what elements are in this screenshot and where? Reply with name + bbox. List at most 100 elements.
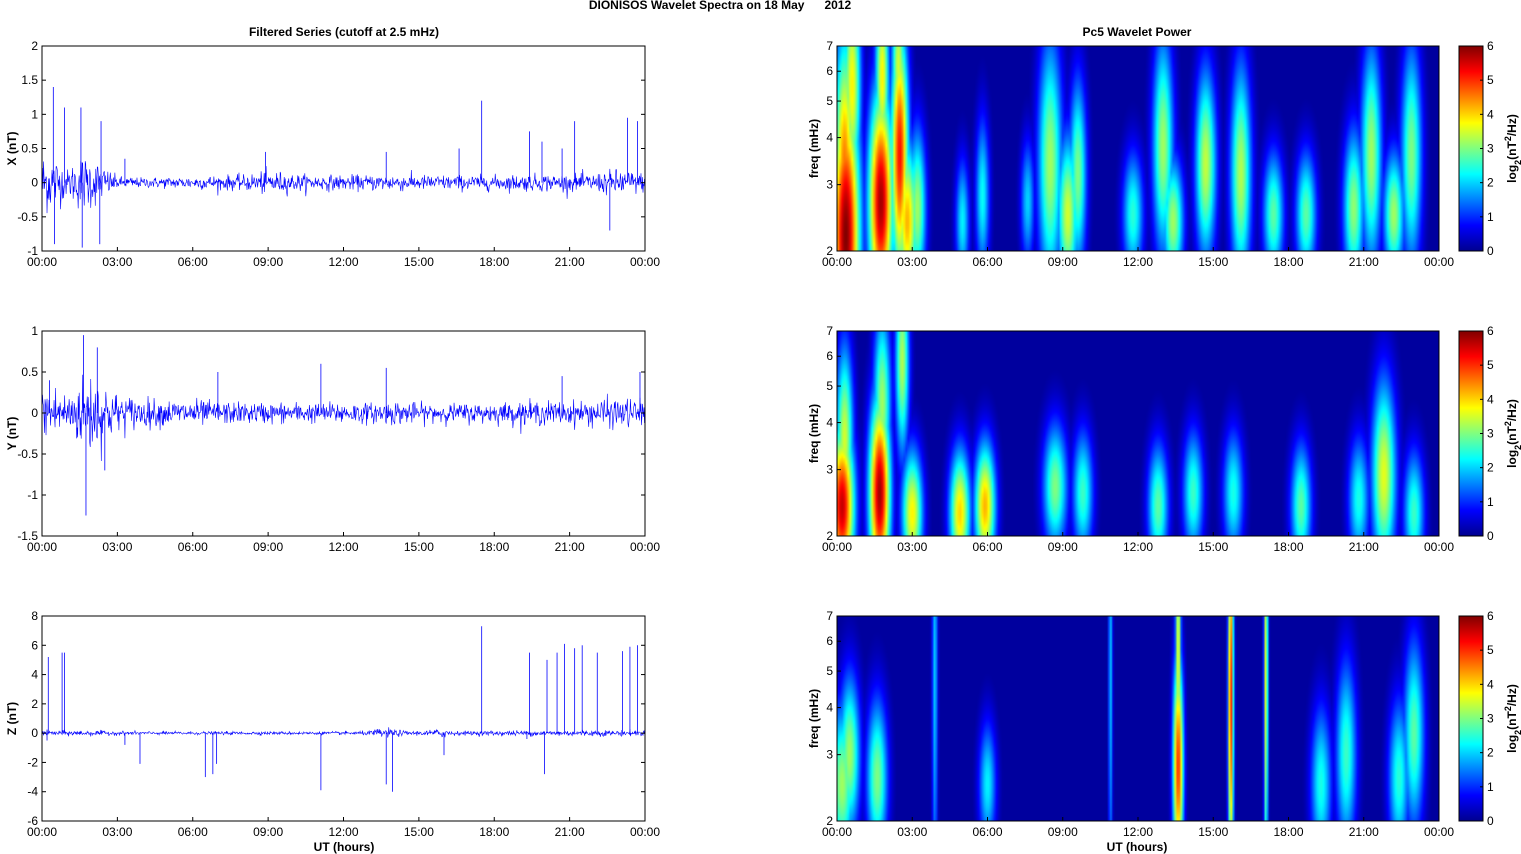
y-axis-label: X (nT) (5, 132, 19, 166)
heat-xtick-label: 03:00 (897, 540, 927, 554)
line-xtick-label: 09:00 (253, 825, 283, 839)
line-xtick-label: 12:00 (328, 255, 358, 269)
line-xtick-label: 12:00 (328, 540, 358, 554)
colorbar-tick-label: 1 (1487, 780, 1494, 794)
ytick-label: 2 (31, 39, 38, 53)
ytick-label: -6 (27, 814, 38, 828)
colorbar-tick-label: 3 (1487, 712, 1494, 726)
line-xtick-label: 18:00 (479, 255, 509, 269)
colorbar-tick-label: 2 (1487, 746, 1494, 760)
heat-xtick-label: 15:00 (1198, 255, 1228, 269)
colorbar-tick-label: 4 (1487, 677, 1494, 691)
heat-xtick-label: 00:00 (1424, 825, 1454, 839)
x-axis-label-right: UT (hours) (1107, 840, 1168, 854)
line-xtick-label: 03:00 (102, 255, 132, 269)
ytick-label: 0 (31, 176, 38, 190)
heat-xtick-label: 06:00 (972, 540, 1002, 554)
plot-area (42, 616, 645, 821)
ytick-label: -1.5 (17, 529, 38, 543)
line-xtick-label: 21:00 (555, 255, 585, 269)
line-xtick-label: 00:00 (630, 825, 660, 839)
line-xtick-label: 12:00 (328, 825, 358, 839)
ytick-label: 7 (826, 609, 833, 623)
line-xtick-label: 18:00 (479, 540, 509, 554)
ytick-label: 4 (826, 416, 833, 430)
time-series-panels: 21.510.50-0.5-100:00 03:00 06:00 09:00 12:00… (5, 39, 660, 839)
line-xtick-label: 09:00 (253, 540, 283, 554)
colorbar (1458, 330, 1484, 537)
heat-xtick-label: 12:00 (1123, 255, 1153, 269)
ytick-label: 6 (826, 64, 833, 78)
line-xtick-label: 09:00 (253, 255, 283, 269)
ytick-label: 1 (31, 324, 38, 338)
line-xtick-label: 00:00 (630, 255, 660, 269)
ytick-label: -0.5 (17, 210, 38, 224)
ytick-label: 0 (31, 406, 38, 420)
ytick-label: 5 (826, 379, 833, 393)
ytick-label: 2 (31, 697, 38, 711)
ytick-label: 5 (826, 94, 833, 108)
line-xtick-label: 06:00 (178, 540, 208, 554)
heat-xtick-label: 06:00 (972, 825, 1002, 839)
line-xtick-label: 15:00 (404, 540, 434, 554)
y-axis-label: freq (mHz) (807, 689, 821, 748)
heat-xtick-label: 12:00 (1123, 825, 1153, 839)
colorbar-tick-label: 6 (1487, 324, 1494, 338)
heat-xtick-label: 09:00 (1048, 540, 1078, 554)
line-panel-x: 21.510.50-0.5-100:00 03:00 06:00 09:00 12:00… (5, 39, 660, 269)
heat-xtick-label: 18:00 (1273, 825, 1303, 839)
ytick-label: 2 (826, 529, 833, 543)
ytick-label: 2 (826, 244, 833, 258)
colorbar-tick-label: 0 (1487, 529, 1494, 543)
colorbar-label: log2(nT2/Hz) (1503, 114, 1521, 183)
ytick-label: 6 (826, 349, 833, 363)
heat-xtick-label: 12:00 (1123, 540, 1153, 554)
series-line-x (41, 160, 646, 214)
line-xtick-label: 00:00 (27, 540, 57, 554)
series-line-y (41, 374, 646, 462)
line-xtick-label: 21:00 (555, 540, 585, 554)
heat-xtick-label: 21:00 (1349, 825, 1379, 839)
ytick-label: 3 (826, 178, 833, 192)
left-column-title: Filtered Series (cutoff at 2.5 mHz) (249, 25, 439, 39)
ytick-label: 4 (826, 131, 833, 145)
line-panel-y: 10.50-0.5-1-1.500:00 03:00 06:00 09:00 12:00… (5, 324, 660, 554)
heat-xtick-label: 21:00 (1349, 540, 1379, 554)
line-xtick-label: 00:00 (27, 255, 57, 269)
colorbar-tick-label: 2 (1487, 461, 1494, 475)
heat-xtick-label: 09:00 (1048, 255, 1078, 269)
line-xtick-label: 03:00 (102, 540, 132, 554)
figure-suptitle: DIONISOS Wavelet Spectra on 18 May 2012 (589, 0, 852, 12)
ytick-label: -4 (27, 785, 38, 799)
ytick-label: -1 (27, 488, 38, 502)
colorbar-tick-label: 3 (1487, 142, 1494, 156)
ytick-label: 3 (826, 748, 833, 762)
line-xtick-label: 03:00 (102, 825, 132, 839)
y-axis-label: freq (mHz) (807, 119, 821, 178)
x-axis-label-left: UT (hours) (314, 840, 375, 854)
colorbar-tick-label: 6 (1487, 609, 1494, 623)
colorbar-tick-label: 3 (1487, 427, 1494, 441)
line-xtick-label: 15:00 (404, 255, 434, 269)
heat-xtick-label: 00:00 (822, 540, 852, 554)
ytick-label: 1 (31, 107, 38, 121)
colorbar-tick-label: 5 (1487, 358, 1494, 372)
colorbar-label: log2(nT2/Hz) (1503, 399, 1521, 468)
ytick-label: 5 (826, 664, 833, 678)
heat-xtick-label: 18:00 (1273, 540, 1303, 554)
ytick-label: 6 (826, 634, 833, 648)
heat-xtick-label: 00:00 (822, 255, 852, 269)
wavelet-power-image (837, 331, 1439, 536)
line-xtick-label: 00:00 (630, 540, 660, 554)
line-xtick-label: 06:00 (178, 255, 208, 269)
line-xtick-label: 18:00 (479, 825, 509, 839)
ytick-label: 0.5 (21, 142, 38, 156)
colorbar-tick-label: 6 (1487, 39, 1494, 53)
heat-xtick-label: 00:00 (1424, 255, 1454, 269)
ytick-label: -0.5 (17, 447, 38, 461)
